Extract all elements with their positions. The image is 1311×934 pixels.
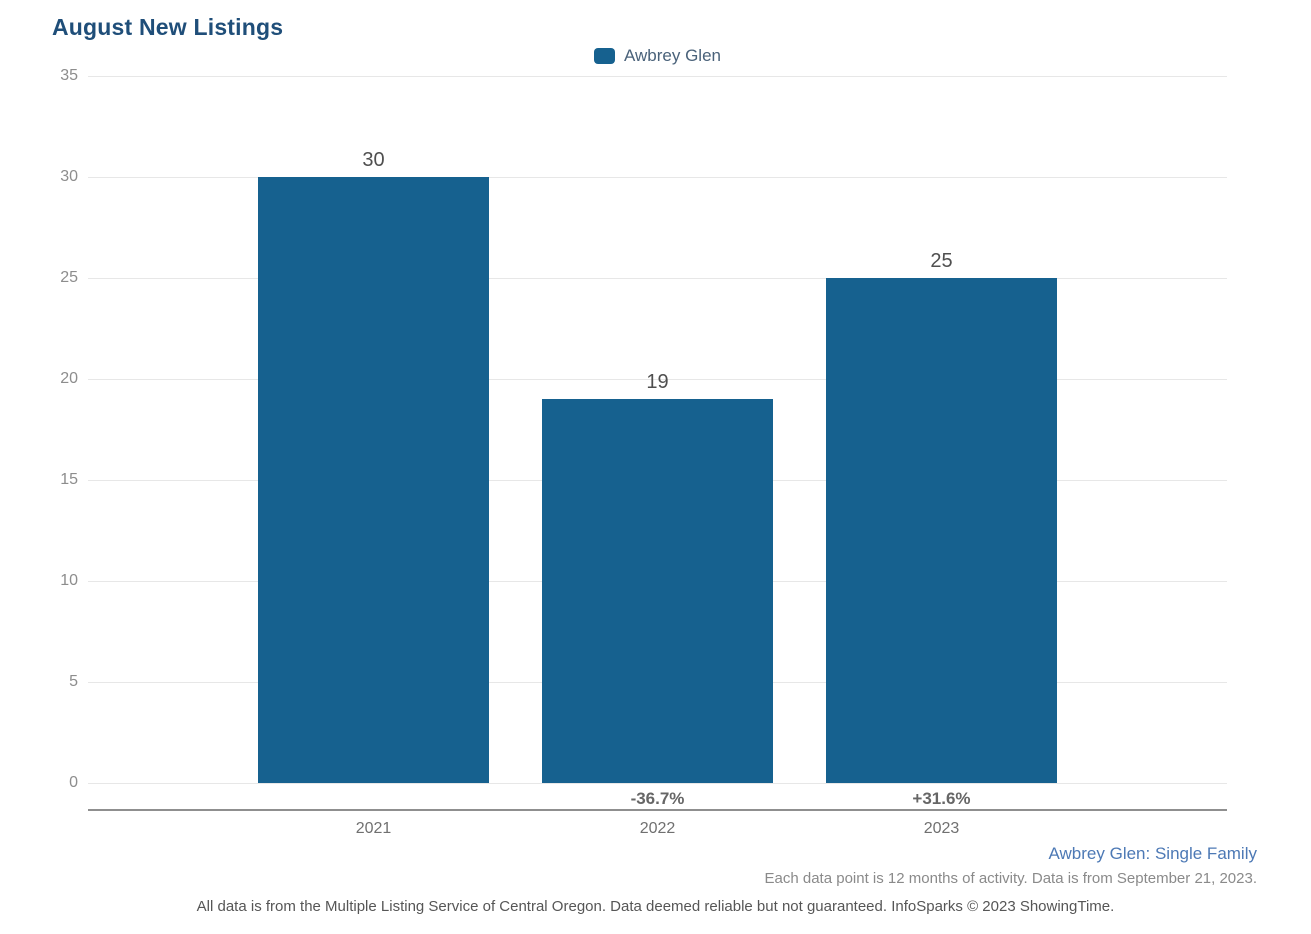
gridline-20	[88, 379, 1227, 380]
data-caption: Each data point is 12 months of activity…	[764, 870, 1257, 887]
gridline-30	[88, 177, 1227, 178]
xtick-2023: 2023	[923, 820, 960, 837]
gridline-25	[88, 278, 1227, 279]
bar-2023[interactable]	[826, 278, 1057, 783]
pct-change-2023: +31.6%	[912, 789, 971, 808]
ytick-5: 5	[69, 673, 78, 690]
gridline-0	[88, 783, 1227, 784]
bar-value-2022: 19	[646, 371, 669, 394]
bar-2021[interactable]	[258, 177, 489, 783]
ytick-20: 20	[60, 370, 78, 387]
legend-swatch-icon	[593, 48, 615, 64]
ytick-15: 15	[60, 471, 78, 488]
xtick-2021: 2021	[355, 820, 392, 837]
plot-area: 35 30 25 20 15 10 5 0 30 19 25	[60, 67, 1227, 791]
xtick-2022: 2022	[639, 820, 676, 837]
series-caption: Awbrey Glen: Single Family	[1048, 844, 1258, 863]
bar-value-2023: 25	[930, 250, 953, 272]
ytick-30: 30	[60, 168, 78, 185]
disclaimer: All data is from the Multiple Listing Se…	[196, 898, 1115, 915]
ytick-0: 0	[69, 774, 78, 791]
ytick-35: 35	[60, 67, 78, 84]
chart-title: August New Listings	[52, 14, 284, 40]
gridline-35	[88, 76, 1227, 77]
pct-change-2022: -36.7%	[630, 789, 685, 808]
ytick-25: 25	[60, 269, 78, 286]
legend-item-awbrey-glen[interactable]: Awbrey Glen	[88, 46, 1227, 66]
x-axis-line	[88, 809, 1227, 811]
bar-2022[interactable]	[542, 399, 773, 783]
legend-label: Awbrey Glen	[623, 46, 721, 65]
ytick-10: 10	[60, 572, 78, 589]
bar-value-2021: 30	[362, 149, 385, 171]
